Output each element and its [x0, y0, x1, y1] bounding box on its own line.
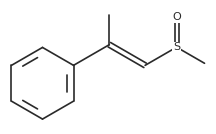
Text: O: O	[172, 12, 181, 22]
Text: S: S	[173, 42, 180, 52]
